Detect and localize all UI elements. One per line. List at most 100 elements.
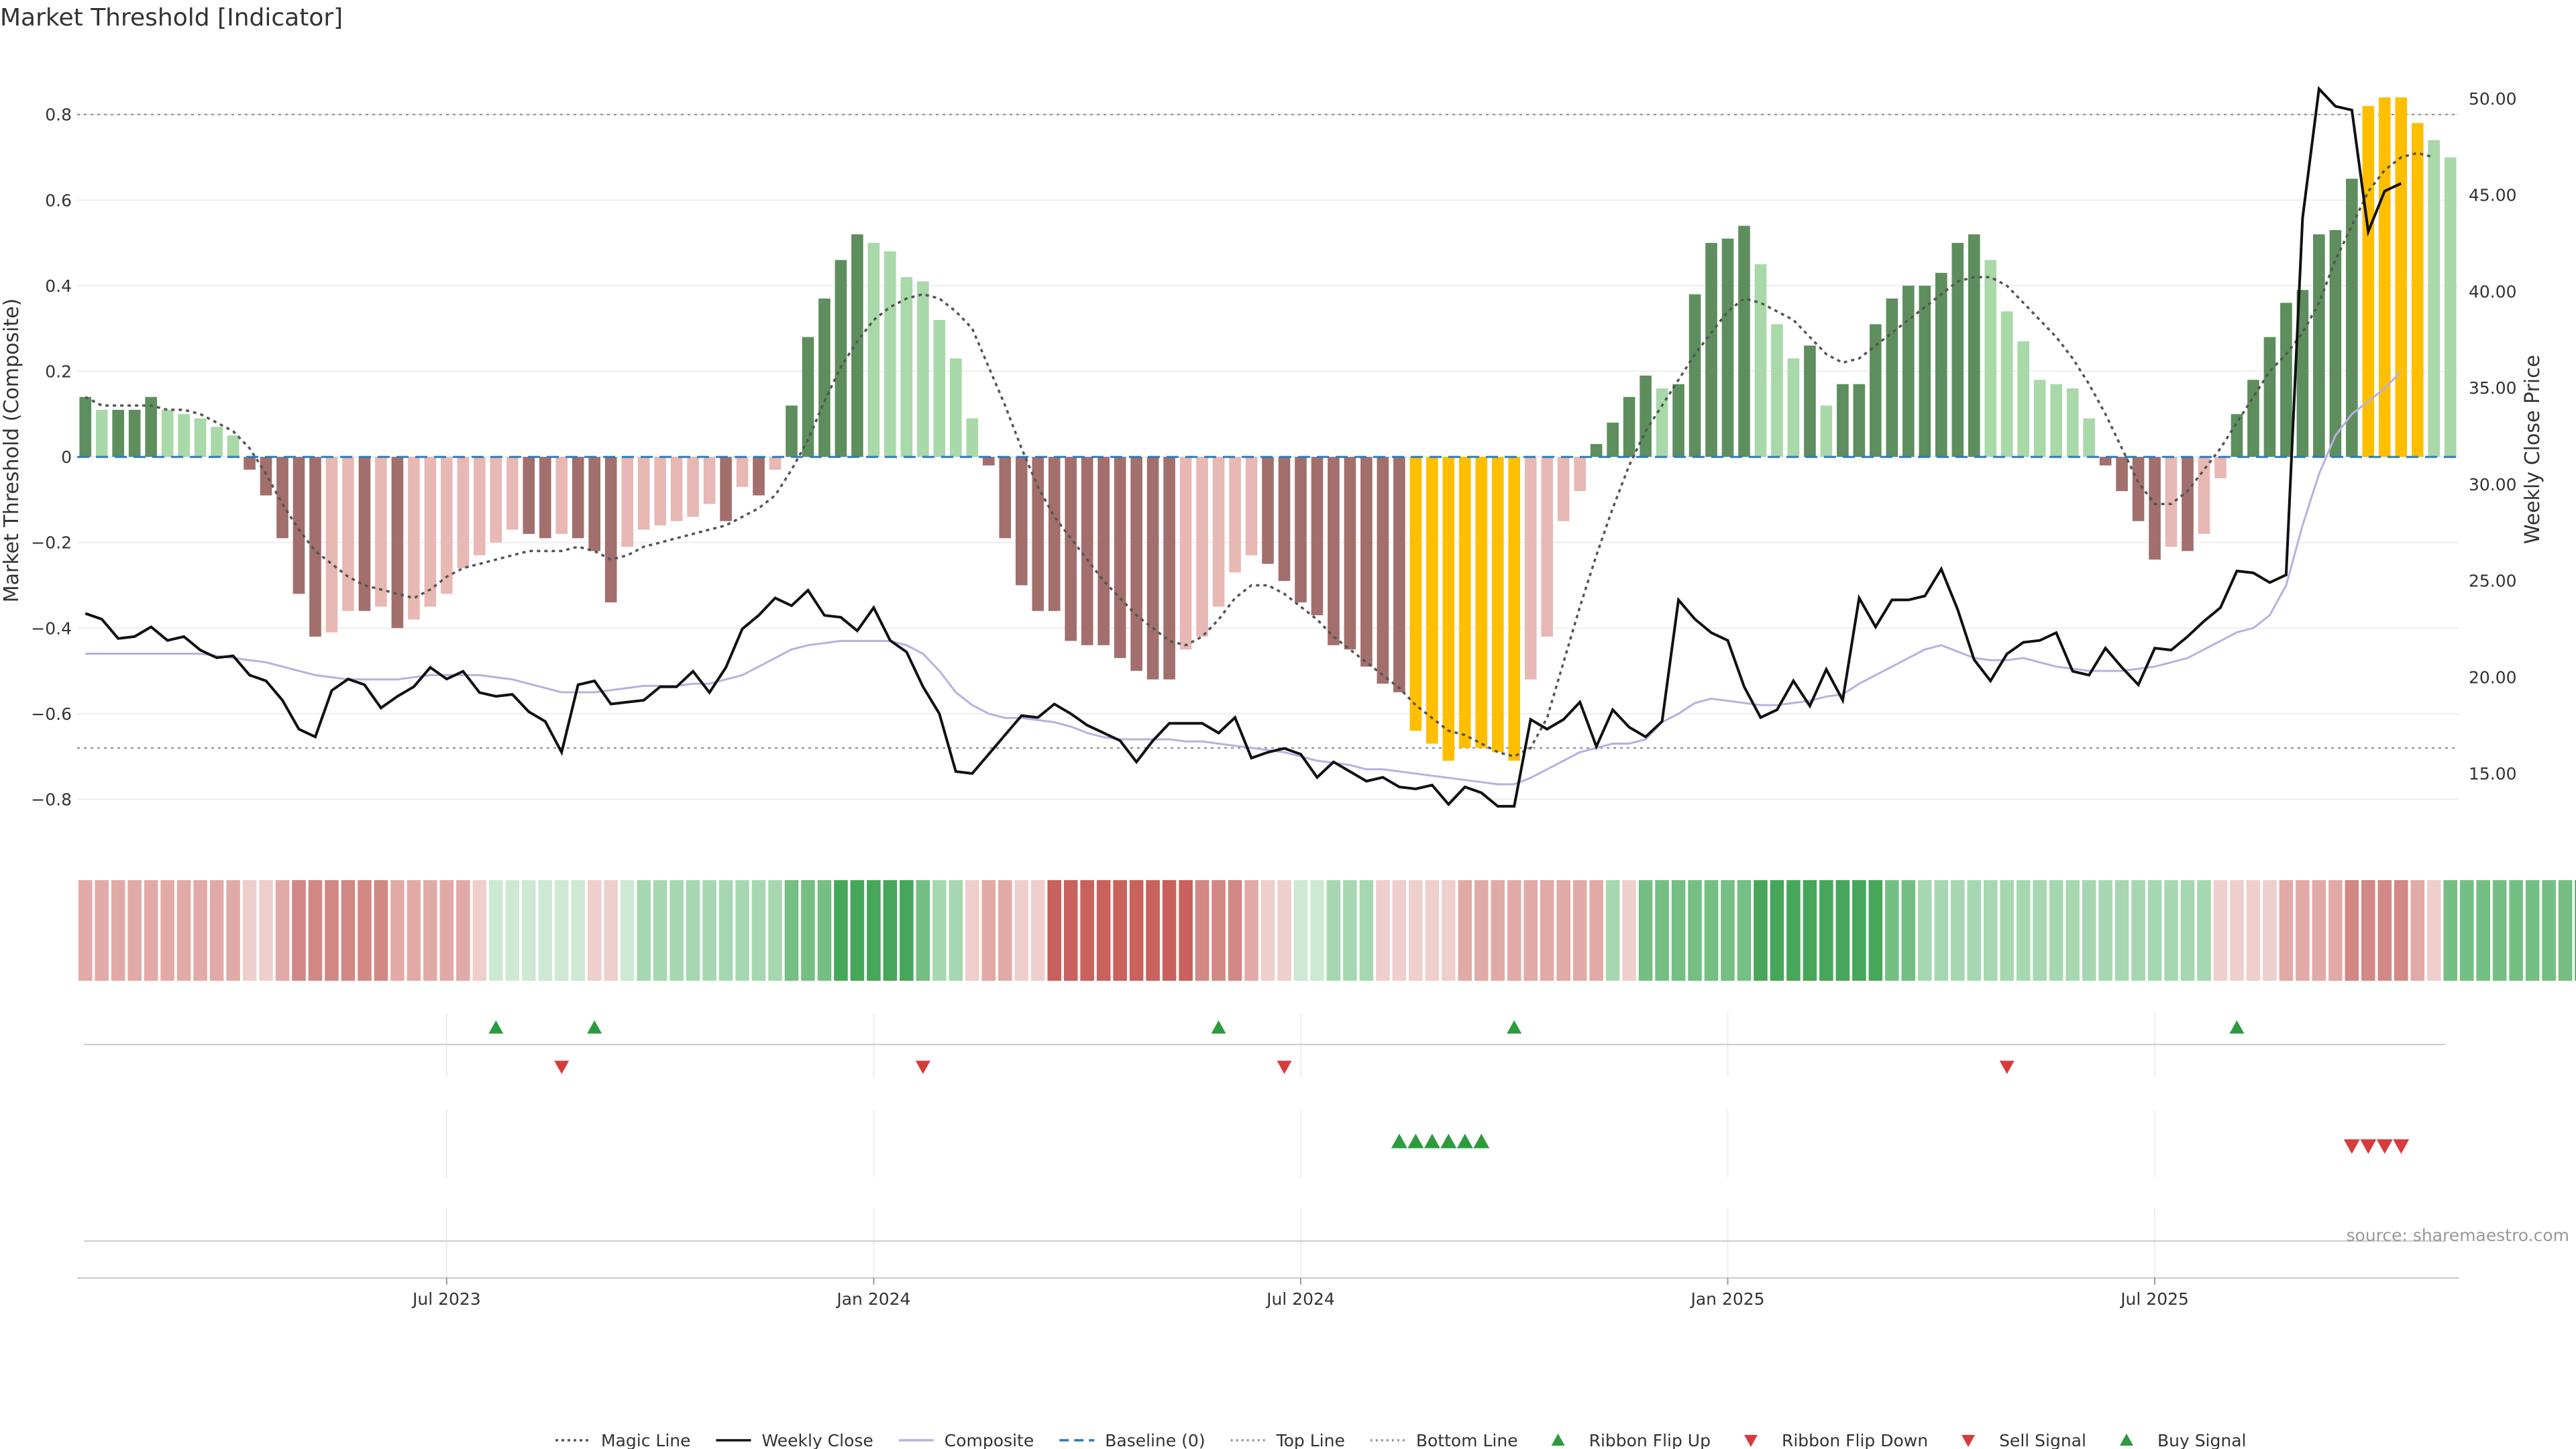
buy-signal-marker (1473, 1134, 1490, 1148)
ribbon-cell (554, 880, 569, 981)
ribbon-cell (735, 880, 749, 981)
ribbon-cell (981, 880, 996, 981)
composite-bar (1721, 238, 1734, 458)
ribbon-cell (111, 880, 125, 981)
ribbon-cell (1080, 880, 1094, 981)
composite-bar (276, 457, 288, 539)
buy-signal-marker (1407, 1134, 1424, 1148)
ribbon-cell (1523, 880, 1538, 981)
composite-bar (637, 457, 650, 530)
composite-bar (1853, 384, 1866, 458)
composite-bar (1820, 405, 1833, 458)
composite-bar (1870, 324, 1882, 458)
composite-bar (867, 243, 880, 458)
ribbon-cell (1113, 880, 1127, 981)
composite-bar (1163, 457, 1175, 680)
ribbon-flip-up-marker (1211, 1020, 1226, 1034)
ribbon-cell (2558, 880, 2573, 981)
composite-bar (490, 457, 502, 543)
ribbon-cell (604, 880, 618, 981)
composite-bar (2247, 380, 2259, 458)
composite-bar (966, 418, 979, 458)
composite-bar (342, 457, 354, 611)
composite-bar (408, 457, 420, 620)
composite-bar (917, 281, 929, 458)
ribbon-cell (768, 880, 782, 981)
x-tick-label: Jul 2025 (2119, 1289, 2189, 1309)
composite-bar (1705, 243, 1717, 458)
composite-bar (1787, 358, 1800, 458)
y-right-axis-label: Weekly Close Price (2521, 355, 2544, 544)
ribbon-cell (2082, 880, 2096, 981)
ribbon-cell (2213, 880, 2228, 981)
ribbon-cell (1540, 880, 1554, 981)
chart-title: Market Threshold [Indicator] (0, 4, 343, 32)
composite-bar (1328, 457, 1340, 645)
ribbon-cell (439, 880, 454, 981)
y-left-tick-label: −0.8 (31, 790, 72, 809)
composite-bar (2280, 303, 2292, 458)
ribbon-cell (1474, 880, 1489, 981)
ribbon-cell (1622, 880, 1636, 981)
ribbon-flip-up-marker (587, 1020, 602, 1034)
composite-bar (2395, 97, 2408, 458)
composite-bar (1738, 225, 1750, 458)
composite-bar (2379, 97, 2391, 458)
legend-label: Buy Signal (2157, 1431, 2247, 1449)
composite-bar (1656, 388, 1668, 458)
y-left-tick-label: −0.2 (31, 533, 72, 553)
composite-bar (835, 260, 847, 458)
composite-bar (2444, 157, 2457, 458)
ribbon-cell (242, 880, 257, 981)
legend-label: Top Line (1276, 1431, 1345, 1449)
composite-bar (1968, 234, 1980, 458)
ribbon-cell (1260, 880, 1275, 981)
y-left-tick-label: 0 (61, 447, 72, 467)
ribbon-cell (423, 880, 437, 981)
composite-bar (1146, 457, 1159, 680)
y-right-tick-label: 40.00 (2469, 282, 2517, 301)
ribbon-cell (1852, 880, 1866, 981)
legend-marker (1743, 1435, 1758, 1447)
y-left-axis-label: Market Threshold (Composite) (0, 299, 23, 603)
ribbon-cell (2426, 880, 2441, 981)
ribbon-cell (505, 880, 520, 981)
legend-label: Baseline (0) (1105, 1431, 1205, 1449)
composite-bar (358, 457, 371, 611)
composite-bar (79, 396, 92, 458)
ribbon-cell (1885, 880, 1899, 981)
composite-bar (769, 457, 782, 470)
y-left-tick-label: −0.6 (31, 704, 72, 724)
ribbon-flip-up-marker (2229, 1020, 2245, 1034)
ribbon-cell (1376, 880, 1390, 981)
ribbon-cell (850, 880, 865, 981)
composite-bar (720, 457, 732, 521)
composite-bar (736, 457, 749, 487)
composite-bar (1771, 324, 1783, 458)
ribbon-cell (1704, 880, 1719, 981)
ribbon-cell (2394, 880, 2408, 981)
composite-bar (2099, 457, 2112, 466)
composite-bar (703, 457, 716, 504)
composite-bar (1754, 264, 1767, 458)
ribbon-cell (472, 880, 487, 981)
ribbon-cell (2345, 880, 2359, 981)
composite-bar (1475, 457, 1488, 748)
composite-bar (1311, 457, 1324, 616)
legend-label: Magic Line (601, 1431, 691, 1449)
composite-bar (818, 299, 830, 458)
composite-bar (2362, 105, 2375, 458)
y-right-tick-label: 35.00 (2469, 378, 2517, 398)
composite-bar (1442, 457, 1455, 761)
composite-bar (2263, 337, 2276, 458)
ribbon-cell (1343, 880, 1357, 981)
composite-bar (1081, 457, 1093, 645)
buy-signal-marker (1424, 1134, 1440, 1148)
ribbon-cell (127, 880, 142, 981)
composite-bar (1179, 457, 1192, 650)
ribbon-cell (2263, 880, 2277, 981)
ribbon-cell (95, 880, 109, 981)
ribbon-cell (1819, 880, 1833, 981)
composite-bar (2017, 341, 2030, 458)
legend-marker (1551, 1434, 1565, 1446)
